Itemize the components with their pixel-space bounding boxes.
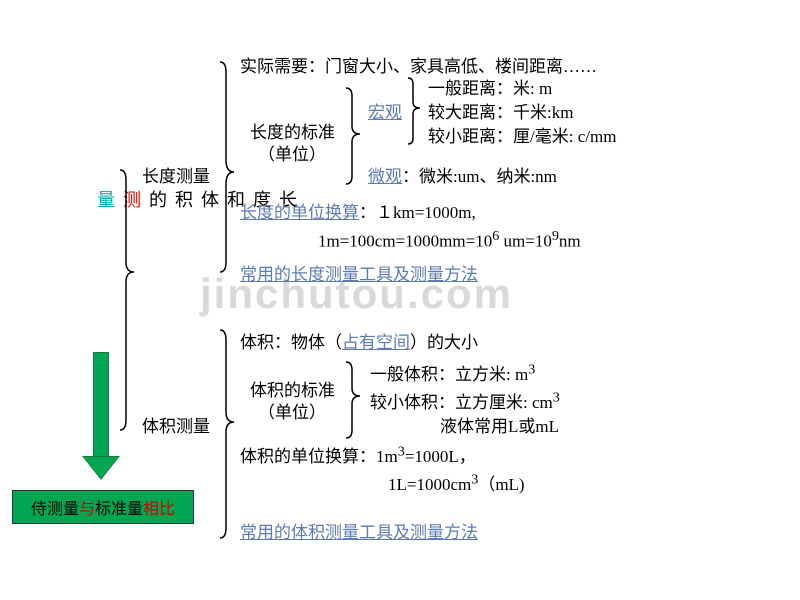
macro-line1: 一般距离：米: m <box>428 74 552 99</box>
volume-header: 体积测量 <box>142 412 210 437</box>
length-unit-line2: 1m=100cm=1000mm=106 um=109nm <box>318 228 581 252</box>
braces-svg <box>0 0 800 600</box>
length-tools-link[interactable]: 常用的长度测量工具及测量方法 <box>240 260 478 285</box>
macro-link[interactable]: 宏观 <box>368 98 402 123</box>
length-unit-line1: 长度的单位换算：１km=1000m, <box>240 198 476 223</box>
volume-unit-line2: 1L=1000cm3（mL) <box>388 470 525 495</box>
volume-line3: 液体常用L或mL <box>440 412 559 437</box>
length-header: 长度测量 <box>142 162 210 187</box>
volume-tools-link[interactable]: 常用的体积测量工具及测量方法 <box>240 518 478 543</box>
volume-line2: 较小体积：立方厘米: cm3 <box>370 388 560 413</box>
length-unit-link[interactable]: 长度的单位换算 <box>240 203 359 222</box>
length-std-2: （单位） <box>258 140 326 165</box>
volume-def: 体积：物体（占有空间）的大小 <box>240 328 478 353</box>
volume-def-link[interactable]: 占有空间 <box>342 333 410 352</box>
macro-line3: 较小距离：厘/毫米: c/mm <box>428 122 616 147</box>
volume-unit-line1: 体积的单位换算：1m3=1000L， <box>240 442 476 467</box>
volume-line1: 一般体积：立方米: m3 <box>370 360 535 385</box>
length-unit-rest: ：１km=1000m, <box>359 203 476 222</box>
micro-link[interactable]: 微观 <box>368 167 402 186</box>
micro-rest: ：微米:um、纳米:nm <box>402 167 557 186</box>
volume-std-2: （单位） <box>258 398 326 423</box>
macro-line2: 较大距离：千米:km <box>428 98 573 123</box>
micro-line: 微观：微米:um、纳米:nm <box>368 162 557 187</box>
